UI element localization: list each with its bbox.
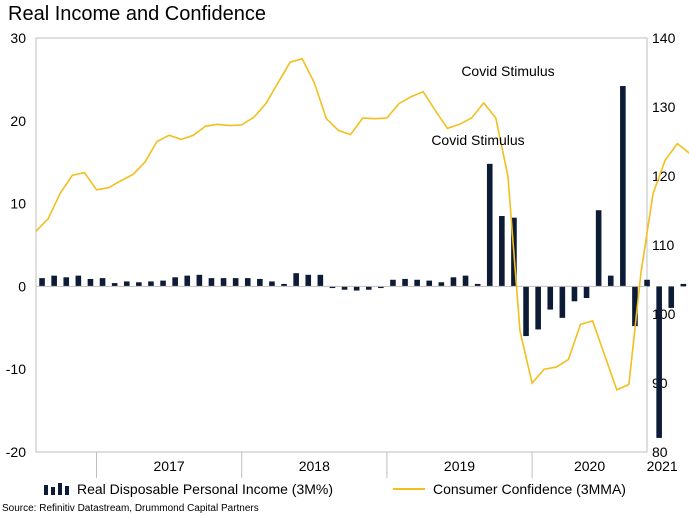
year-label: 2017 <box>154 458 185 474</box>
income-bar <box>365 286 372 290</box>
legend: Real Disposable Personal Income (3M%) Co… <box>44 481 626 497</box>
income-bar <box>535 286 541 330</box>
income-bar <box>450 277 457 287</box>
left-tick-label: 0 <box>18 278 26 294</box>
income-bar <box>244 278 251 287</box>
income-bar <box>293 273 299 287</box>
right-tick-label: 130 <box>652 99 676 115</box>
income-bar <box>341 286 348 290</box>
income-bar <box>160 280 166 287</box>
legend-bars-icon <box>44 483 69 495</box>
right-tick-label: 140 <box>652 30 676 46</box>
year-label: 2021 <box>647 458 678 474</box>
annotation-label: Covid Stimulus <box>431 132 524 148</box>
income-bar <box>668 286 675 308</box>
year-label: 2019 <box>444 458 475 474</box>
income-bar <box>196 274 203 287</box>
legend-item-confidence: Consumer Confidence (3MMA) <box>333 481 626 497</box>
income-bar <box>317 274 324 287</box>
income-bar <box>390 279 396 287</box>
income-bar <box>232 278 239 287</box>
chart-title: Real Income and Confidence <box>8 3 266 25</box>
legend-line-icon <box>393 488 425 490</box>
income-bar <box>426 280 433 287</box>
income-bar <box>172 277 178 287</box>
income-bar <box>111 283 118 287</box>
x-dividers <box>96 452 533 478</box>
plot-frame <box>35 37 648 453</box>
income-bar <box>148 281 154 287</box>
income-bar <box>281 283 287 287</box>
income-bar <box>680 283 687 287</box>
source-note: Source: Refinitiv Datastream, Drummond C… <box>2 503 259 514</box>
right-tick-label: 100 <box>652 306 676 322</box>
right-tick-label: 120 <box>652 168 676 184</box>
income-bars <box>39 86 687 438</box>
income-bar <box>99 278 106 287</box>
income-bar <box>656 286 662 438</box>
left-tick-label: 10 <box>10 196 26 212</box>
confidence-line <box>35 57 689 391</box>
income-bar <box>632 286 638 327</box>
income-bar <box>523 286 529 337</box>
income-bar <box>136 282 142 287</box>
income-bar <box>486 163 493 287</box>
income-bar <box>329 286 336 289</box>
left-tick-label: 20 <box>10 113 26 129</box>
income-bar <box>378 286 384 289</box>
income-bar <box>208 278 215 287</box>
income-bar <box>474 283 481 287</box>
income-bar <box>184 275 191 287</box>
income-bar <box>414 279 420 287</box>
income-bar <box>644 279 650 287</box>
income-bar <box>305 274 312 287</box>
legend-item-income: Real Disposable Personal Income (3M%) <box>44 481 333 497</box>
left-tick-label: -20 <box>6 444 26 460</box>
income-bar <box>438 282 445 287</box>
income-bar <box>257 278 263 287</box>
income-bar <box>462 275 469 287</box>
income-bar <box>547 286 554 310</box>
annotation-label: Covid Stimulus <box>461 63 554 79</box>
income-bar <box>63 277 70 287</box>
income-bar <box>583 286 590 298</box>
year-labels: 2017 2018 2019 2020 2021 <box>154 458 678 474</box>
income-bar <box>402 278 408 287</box>
income-bar <box>499 216 505 287</box>
income-bar <box>571 286 578 302</box>
income-bar <box>353 286 360 291</box>
left-tick-label: 30 <box>10 30 26 46</box>
income-bar <box>51 275 57 287</box>
right-tick-label: 80 <box>652 444 668 460</box>
year-label: 2018 <box>299 458 330 474</box>
income-bar <box>123 281 130 287</box>
income-bar <box>269 281 275 287</box>
year-label: 2020 <box>574 458 605 474</box>
income-bar <box>39 278 45 287</box>
income-bar <box>220 278 227 287</box>
income-bar <box>595 210 602 287</box>
left-axis-ticks: -20 -10 0 10 20 30 <box>6 30 26 460</box>
right-tick-label: 110 <box>652 237 675 253</box>
income-bar <box>620 86 626 287</box>
income-bar <box>75 275 82 287</box>
right-axis-ticks: 8090100110120130140 <box>652 30 676 460</box>
income-bar <box>87 278 94 287</box>
income-bar <box>607 275 614 287</box>
left-tick-label: -10 <box>6 361 26 377</box>
annotations: Covid Stimulus Covid Stimulus <box>431 63 554 148</box>
income-bar <box>559 286 566 318</box>
legend-label-confidence: Consumer Confidence (3MMA) <box>433 481 626 497</box>
legend-label-income: Real Disposable Personal Income (3M%) <box>77 481 333 497</box>
